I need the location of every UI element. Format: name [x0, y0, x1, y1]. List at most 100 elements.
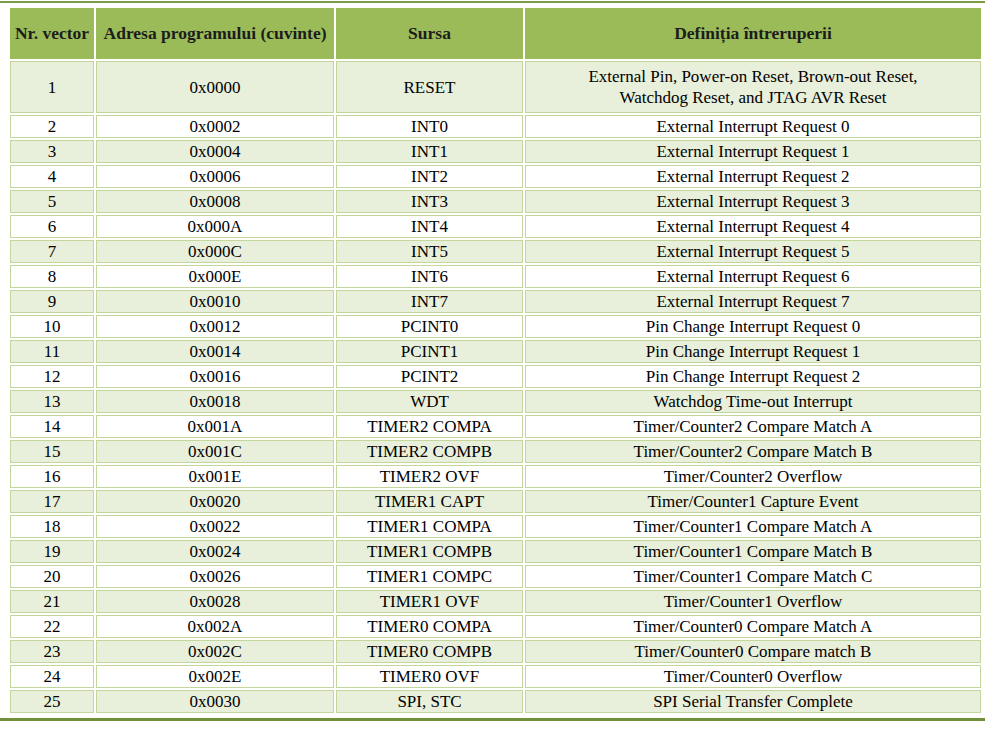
table-row: 30x0004INT1External Interrupt Request 1 [10, 140, 981, 163]
vector-number-cell: 16 [10, 465, 94, 488]
definition-cell: Timer/Counter1 Compare Match A [525, 515, 981, 538]
source-cell: TIMER2 COMPB [336, 440, 523, 463]
vector-number-cell: 5 [10, 190, 94, 213]
definition-cell: SPI Serial Transfer Complete [525, 690, 981, 713]
table-row: 80x000EINT6External Interrupt Request 6 [10, 265, 981, 288]
source-cell: TIMER1 OVF [336, 590, 523, 613]
definition-cell: Watchdog Time-out Interrupt [525, 390, 981, 413]
table-row: 40x0006INT2External Interrupt Request 2 [10, 165, 981, 188]
source-cell: INT2 [336, 165, 523, 188]
vector-number-cell: 23 [10, 640, 94, 663]
definition-cell: External Interrupt Request 7 [525, 290, 981, 313]
address-cell: 0x000C [96, 240, 334, 263]
table-row: 230x002CTIMER0 COMPBTimer/Counter0 Compa… [10, 640, 981, 663]
definition-cell: Timer/Counter0 Compare match B [525, 640, 981, 663]
definition-cell: Pin Change Interrupt Request 0 [525, 315, 981, 338]
address-cell: 0x002E [96, 665, 334, 688]
address-cell: 0x002A [96, 615, 334, 638]
table-row: 100x0012PCINT0Pin Change Interrupt Reque… [10, 315, 981, 338]
table-row: 70x000CINT5External Interrupt Request 5 [10, 240, 981, 263]
definition-cell: External Interrupt Request 0 [525, 115, 981, 138]
table-row: 200x0026TIMER1 COMPCTimer/Counter1 Compa… [10, 565, 981, 588]
interrupt-vector-table-container: Nr. vectorAdresa programului (cuvinte)Su… [0, 1, 985, 721]
table-header: Nr. vectorAdresa programului (cuvinte)Su… [10, 8, 981, 59]
table-row: 60x000AINT4External Interrupt Request 4 [10, 215, 981, 238]
vector-number-cell: 24 [10, 665, 94, 688]
interrupt-vector-table: Nr. vectorAdresa programului (cuvinte)Su… [8, 6, 983, 715]
definition-cell: Timer/Counter1 Compare Match C [525, 565, 981, 588]
address-cell: 0x0006 [96, 165, 334, 188]
address-cell: 0x0028 [96, 590, 334, 613]
table-row: 220x002ATIMER0 COMPATimer/Counter0 Compa… [10, 615, 981, 638]
table-row: 180x0022TIMER1 COMPATimer/Counter1 Compa… [10, 515, 981, 538]
vector-number-cell: 25 [10, 690, 94, 713]
address-cell: 0x0012 [96, 315, 334, 338]
address-cell: 0x0026 [96, 565, 334, 588]
source-cell: TIMER0 COMPB [336, 640, 523, 663]
definition-cell: External Interrupt Request 2 [525, 165, 981, 188]
definition-cell: Pin Change Interrupt Request 2 [525, 365, 981, 388]
address-cell: 0x0024 [96, 540, 334, 563]
address-cell: 0x0004 [96, 140, 334, 163]
vector-number-cell: 19 [10, 540, 94, 563]
address-cell: 0x000A [96, 215, 334, 238]
source-cell: INT4 [336, 215, 523, 238]
address-cell: 0x0022 [96, 515, 334, 538]
definition-cell: External Interrupt Request 1 [525, 140, 981, 163]
vector-number-cell: 17 [10, 490, 94, 513]
table-row: 110x0014PCINT1Pin Change Interrupt Reque… [10, 340, 981, 363]
source-cell: PCINT1 [336, 340, 523, 363]
source-cell: TIMER1 COMPA [336, 515, 523, 538]
definition-cell: External Interrupt Request 5 [525, 240, 981, 263]
column-header-vector-number: Nr. vector [10, 8, 94, 59]
header-row: Nr. vectorAdresa programului (cuvinte)Su… [10, 8, 981, 59]
vector-number-cell: 21 [10, 590, 94, 613]
vector-number-cell: 3 [10, 140, 94, 163]
definition-cell: Timer/Counter2 Compare Match B [525, 440, 981, 463]
source-cell: TIMER2 COMPA [336, 415, 523, 438]
column-header-program-address: Adresa programului (cuvinte) [96, 8, 334, 59]
source-cell: INT7 [336, 290, 523, 313]
vector-number-cell: 1 [10, 61, 94, 113]
vector-number-cell: 18 [10, 515, 94, 538]
source-cell: TIMER2 OVF [336, 465, 523, 488]
address-cell: 0x0014 [96, 340, 334, 363]
vector-number-cell: 12 [10, 365, 94, 388]
definition-cell: External Interrupt Request 3 [525, 190, 981, 213]
address-cell: 0x0018 [96, 390, 334, 413]
source-cell: INT6 [336, 265, 523, 288]
definition-cell: External Interrupt Request 4 [525, 215, 981, 238]
definition-cell: Timer/Counter2 Overflow [525, 465, 981, 488]
source-cell: WDT [336, 390, 523, 413]
source-cell: INT0 [336, 115, 523, 138]
source-cell: TIMER1 COMPC [336, 565, 523, 588]
table-row: 120x0016PCINT2Pin Change Interrupt Reque… [10, 365, 981, 388]
table-row: 50x0008INT3External Interrupt Request 3 [10, 190, 981, 213]
address-cell: 0x0008 [96, 190, 334, 213]
vector-number-cell: 8 [10, 265, 94, 288]
address-cell: 0x0010 [96, 290, 334, 313]
table-row: 160x001ETIMER2 OVFTimer/Counter2 Overflo… [10, 465, 981, 488]
address-cell: 0x0002 [96, 115, 334, 138]
source-cell: INT5 [336, 240, 523, 263]
address-cell: 0x001E [96, 465, 334, 488]
table-row: 10x0000RESETExternal Pin, Power-on Reset… [10, 61, 981, 113]
table-row: 150x001CTIMER2 COMPBTimer/Counter2 Compa… [10, 440, 981, 463]
address-cell: 0x0016 [96, 365, 334, 388]
definition-cell: Timer/Counter1 Capture Event [525, 490, 981, 513]
vector-number-cell: 11 [10, 340, 94, 363]
table-row: 250x0030SPI, STCSPI Serial Transfer Comp… [10, 690, 981, 713]
table-row: 240x002ETIMER0 OVFTimer/Counter0 Overflo… [10, 665, 981, 688]
address-cell: 0x002C [96, 640, 334, 663]
source-cell: TIMER1 COMPB [336, 540, 523, 563]
table-row: 130x0018WDTWatchdog Time-out Interrupt [10, 390, 981, 413]
table-row: 210x0028TIMER1 OVFTimer/Counter1 Overflo… [10, 590, 981, 613]
vector-number-cell: 9 [10, 290, 94, 313]
column-header-source: Sursa [336, 8, 523, 59]
vector-number-cell: 4 [10, 165, 94, 188]
definition-cell: Timer/Counter2 Compare Match A [525, 415, 981, 438]
address-cell: 0x001A [96, 415, 334, 438]
table-body: 10x0000RESETExternal Pin, Power-on Reset… [10, 61, 981, 713]
address-cell: 0x000E [96, 265, 334, 288]
vector-number-cell: 14 [10, 415, 94, 438]
